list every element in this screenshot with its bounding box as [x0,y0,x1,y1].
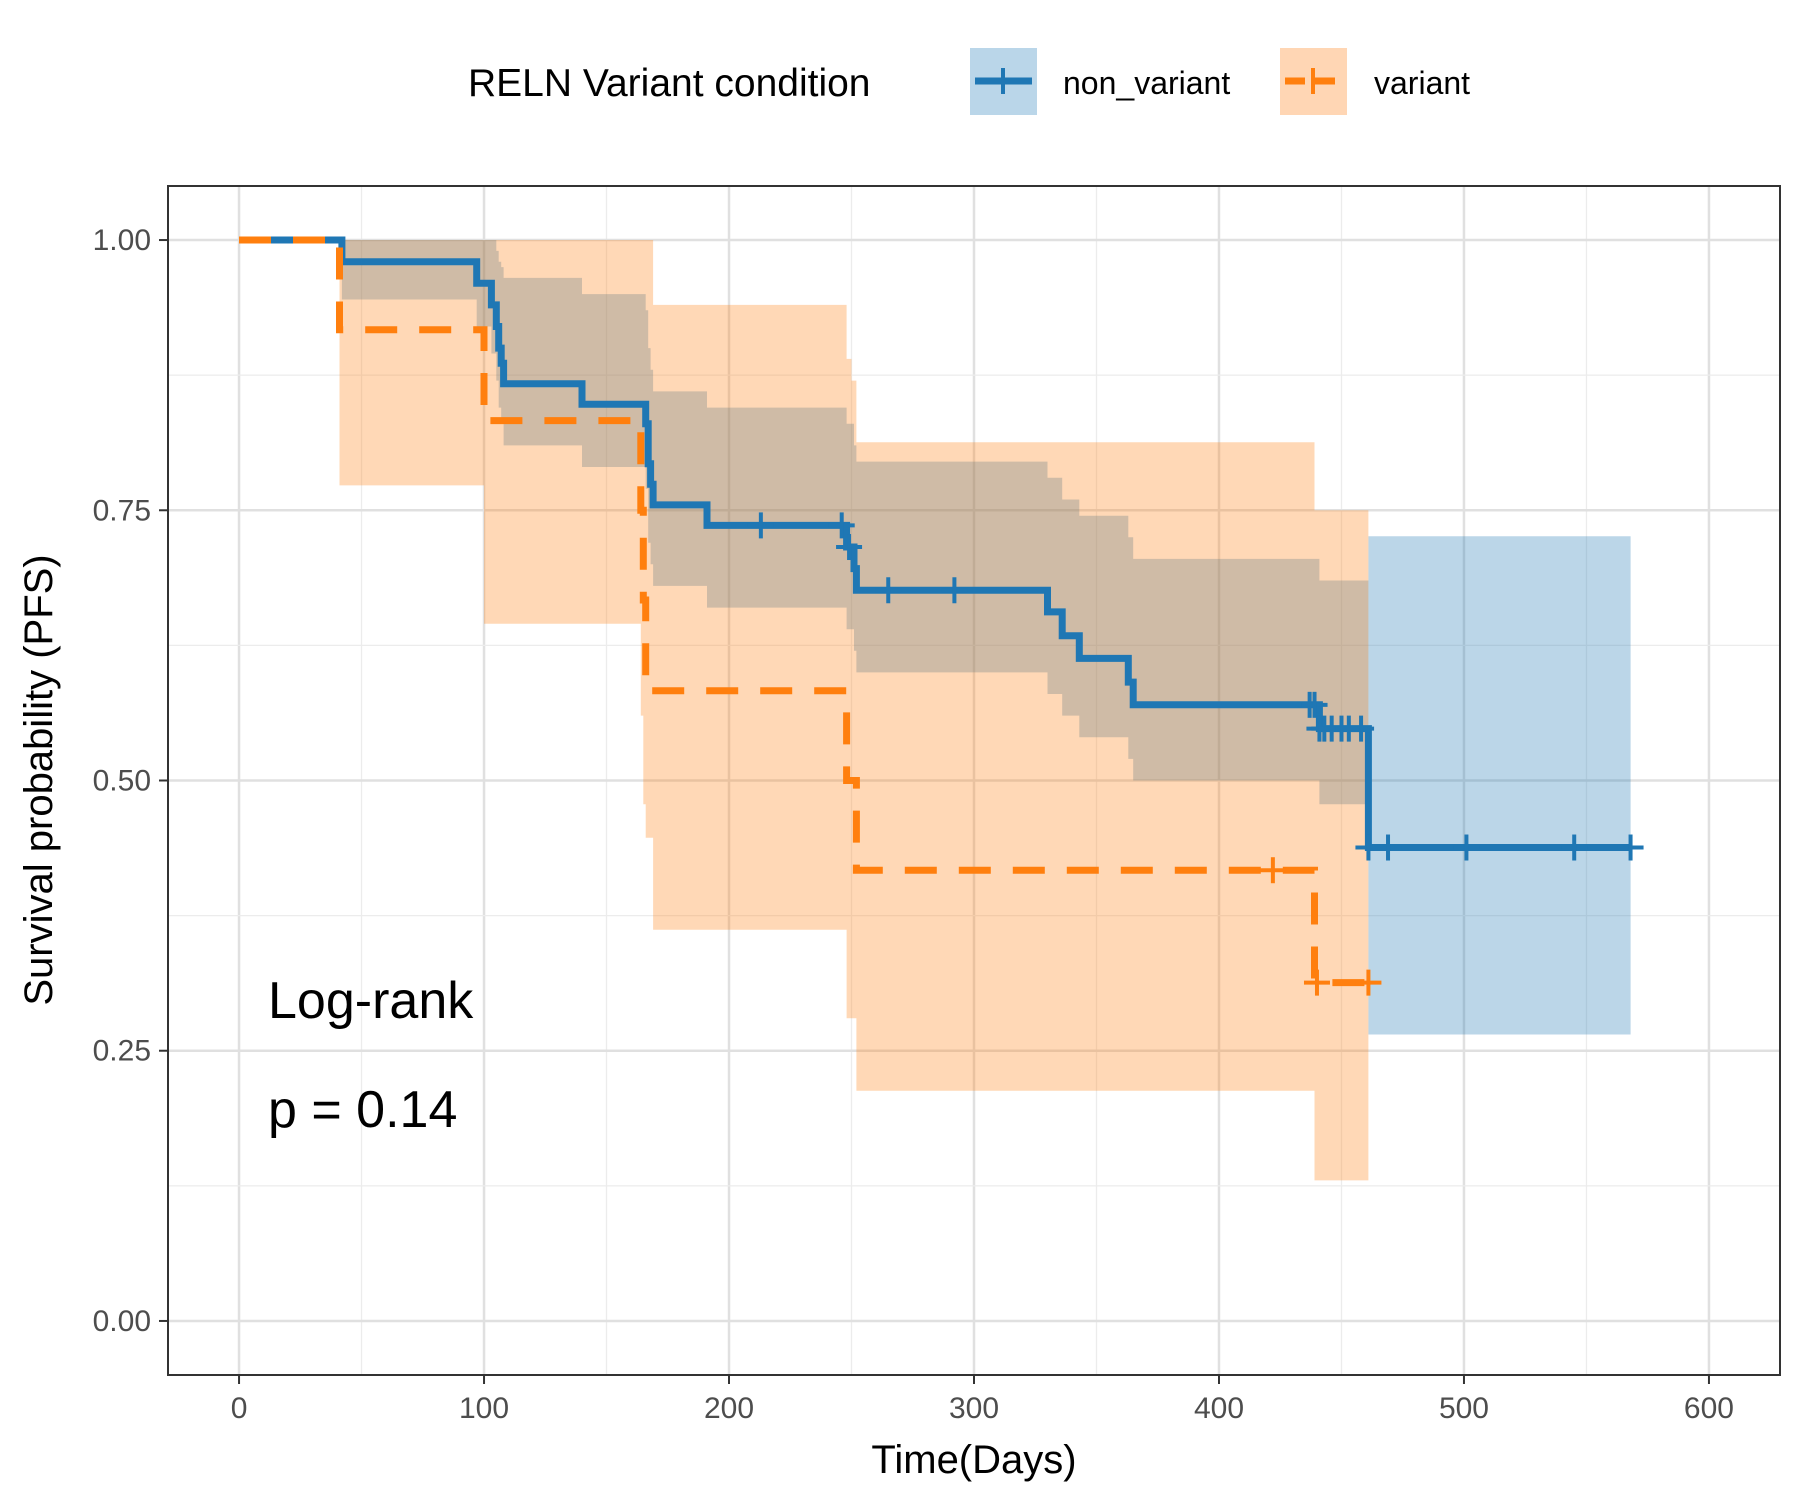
x-tick-label: 500 [1439,1392,1489,1425]
variant-censor-mark [1259,857,1286,884]
y-tick-label: 0.25 [93,1035,151,1068]
variant-censor-mark [1355,969,1382,996]
variant-censor-mark [1303,969,1330,996]
non_variant-censor-mark [828,512,855,539]
x-tick-label: 100 [459,1392,509,1425]
variant-survival-line [239,236,1369,987]
non_variant-censor-mark [1348,715,1375,742]
confidence-bands [239,240,1631,1181]
non_variant-censor-mark [1301,691,1328,718]
x-axis-title: Time(Days) [871,1438,1076,1482]
non_variant-censor-mark [1453,834,1480,861]
non_variant-censor-mark [836,534,863,561]
y-axis: 0.00 0.25 0.50 0.75 1.00 [93,224,168,1338]
x-axis: 0 100 200 300 400 500 600 [231,1375,1734,1425]
y-tick-label: 0.50 [93,765,151,798]
p-value-annotation: p = 0.14 [268,1081,457,1139]
survival-curves [239,236,1631,987]
y-axis-title: Survival probability (PFS) [17,554,61,1005]
legend-label: non_variant [1063,65,1230,101]
censor-marks [747,512,1644,996]
non_variant-censor-mark [1375,834,1402,861]
non_variant-censor-mark [1561,834,1588,861]
non_variant-censor-mark [747,512,774,539]
non_variant-survival-line [239,236,1631,851]
legend-label: variant [1374,65,1470,101]
legend-entry-non_variant: non_variant [970,48,1230,115]
variant-confidence-band [239,240,1369,1181]
y-tick-label: 0.75 [93,494,151,527]
y-tick-label: 1.00 [93,224,151,257]
non_variant-censor-mark [875,577,902,604]
legend-title: RELN Variant condition [468,62,871,105]
x-tick-label: 600 [1684,1392,1734,1425]
x-tick-label: 200 [704,1392,754,1425]
non_variant-censor-mark [941,577,968,604]
log-rank-annotation: Log-rank [268,972,474,1030]
x-tick-label: 0 [231,1392,248,1425]
non_variant-censor-mark [1617,834,1644,861]
x-tick-label: 400 [1194,1392,1244,1425]
legend-entry-variant: variant [1280,48,1470,115]
x-tick-label: 300 [949,1392,999,1425]
y-tick-label: 0.00 [93,1305,151,1338]
legend: RELN Variant condition non_variant varian… [468,48,1470,115]
non_variant-confidence-band [239,240,1631,1035]
panel-grid [168,186,1780,1375]
